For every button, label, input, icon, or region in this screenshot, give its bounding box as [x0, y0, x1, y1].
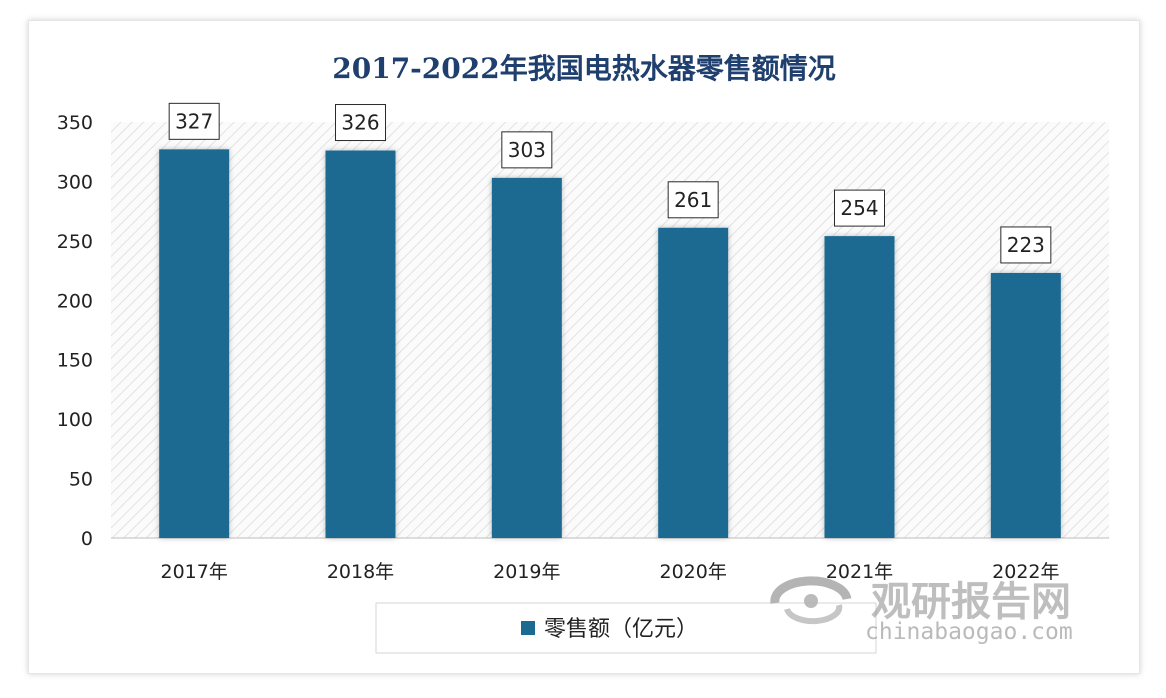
y-tick-label: 200 — [57, 290, 93, 312]
legend: 零售额（亿元） — [375, 602, 877, 654]
data-label: 327 — [175, 109, 213, 133]
x-tick-label: 2018年 — [327, 561, 394, 583]
y-tick-label: 350 — [57, 112, 93, 134]
watermark: 观研报告网 chinabaogao.com — [770, 576, 1073, 645]
legend-box — [375, 602, 877, 654]
y-tick-label: 100 — [57, 409, 93, 431]
bar — [990, 272, 1061, 538]
data-label-box — [335, 104, 386, 142]
data-label-box — [168, 102, 220, 140]
bar-chart: 2017-2022年我国电热水器零售额情况 0 50 100 150 200 250 300… — [57, 52, 1109, 654]
x-tick-label: 2022年 — [992, 561, 1059, 583]
x-tick-label: 2020年 — [659, 561, 726, 583]
data-label-box — [667, 181, 719, 219]
data-label: 223 — [1007, 233, 1045, 257]
data-label: 261 — [674, 188, 712, 212]
chart-frame: 2017-2022年我国电热水器零售额情况 0 50 100 150 200 250 300… — [28, 20, 1140, 674]
swirl-logo-icon — [770, 576, 852, 625]
y-tick-label: 0 — [81, 528, 93, 550]
data-labels: 327 326 303 261 254 223 — [168, 102, 1052, 264]
watermark-name: 观研报告网 — [871, 579, 1071, 625]
y-tick-label: 150 — [57, 350, 93, 372]
bar-series — [159, 149, 1061, 539]
x-axis: 2017年 2018年 2019年 2020年 2021年 2022年 — [160, 561, 1059, 583]
data-label: 303 — [508, 138, 546, 162]
x-tick-label: 2019年 — [493, 561, 560, 583]
bar — [824, 236, 895, 539]
bar — [325, 150, 396, 539]
y-axis: 0 50 100 150 200 250 300 350 — [57, 112, 93, 550]
watermark-url: chinabaogao.com — [865, 619, 1073, 645]
bar — [491, 177, 562, 538]
chart-title: 2017-2022年我国电热水器零售额情况 — [332, 52, 835, 85]
x-tick-label: 2021年 — [826, 561, 893, 583]
bar — [658, 227, 729, 539]
y-tick-label: 250 — [57, 231, 93, 253]
data-label-box — [1000, 226, 1052, 264]
bar — [159, 149, 230, 538]
data-label-box — [501, 131, 553, 169]
legend-swatch — [521, 621, 535, 635]
data-label-box — [834, 189, 885, 227]
y-tick-label: 300 — [57, 171, 93, 193]
plot-area-background — [111, 122, 1109, 538]
legend-label: 零售额（亿元） — [544, 617, 698, 642]
x-tick-label: 2017年 — [160, 561, 227, 583]
data-label: 254 — [840, 196, 878, 220]
y-tick-label: 50 — [69, 469, 93, 491]
data-label: 326 — [341, 111, 379, 135]
